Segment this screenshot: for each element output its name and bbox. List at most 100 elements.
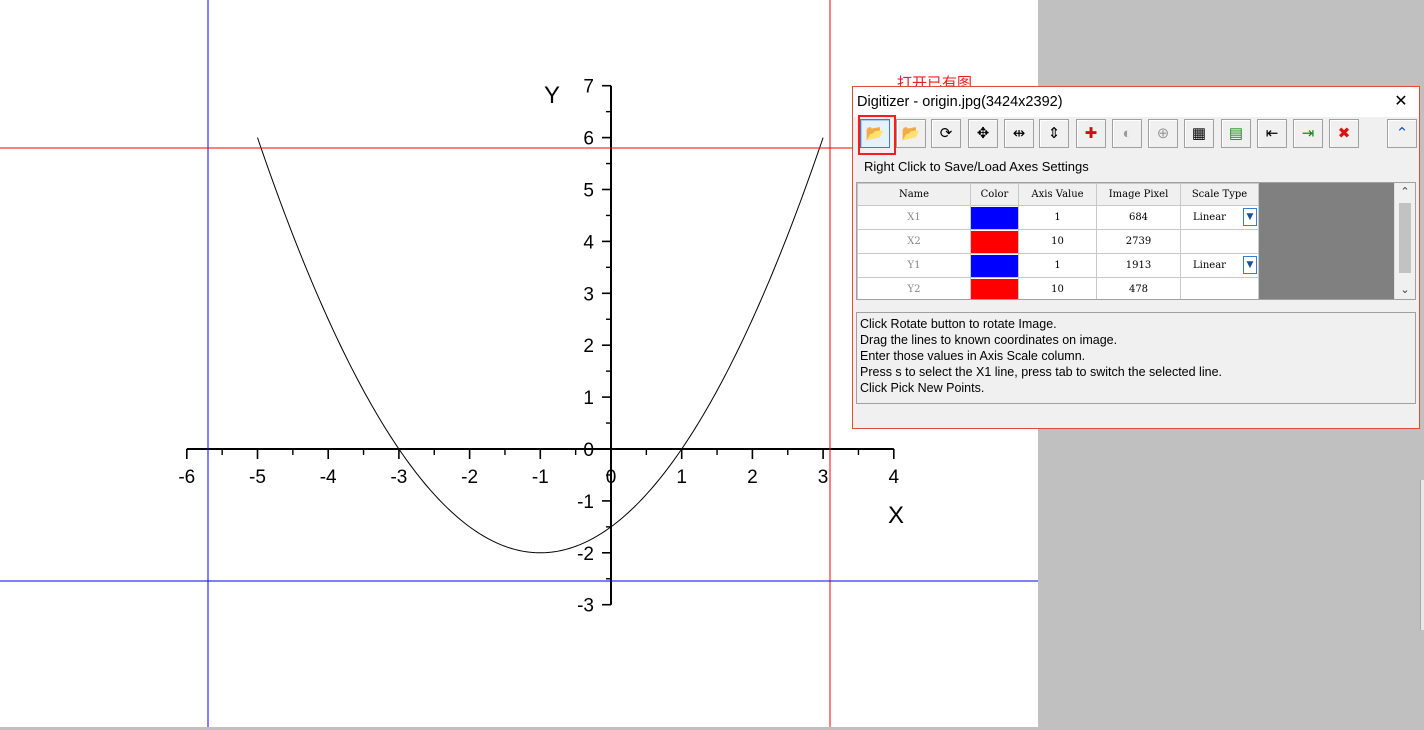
color-swatch[interactable]: [971, 254, 1018, 277]
table-header-row: Name Color Axis Value Image Pixel Scale …: [857, 183, 1259, 206]
digitizer-dialog: Digitizer - origin.jpg(3424x2392) ✕ 📂 📂 ⟳ ✥…: [852, 86, 1420, 429]
scale-type-value: Linear: [1193, 260, 1226, 271]
image-pixel-cell[interactable]: 2739: [1096, 229, 1181, 254]
y-tick-label: 0: [583, 440, 594, 461]
x-axis-icon: ⇹: [1012, 125, 1026, 142]
worksheet-button[interactable]: ▤: [1221, 119, 1251, 148]
row-color-cell[interactable]: [970, 253, 1019, 278]
y-axis-button[interactable]: ⇕: [1039, 119, 1069, 148]
export-left-icon: ⇤: [1265, 125, 1279, 142]
axis-value-cell[interactable]: 10: [1018, 277, 1097, 299]
y-tick-label: -1: [577, 492, 594, 513]
x-tick-label: -3: [390, 467, 407, 488]
import-peak-button[interactable]: ⇥: [1293, 119, 1323, 148]
axis-value-cell[interactable]: 10: [1018, 229, 1097, 254]
x-axis-button[interactable]: ⇹: [1004, 119, 1034, 148]
rotate-button[interactable]: ⟳: [931, 119, 961, 148]
color-swatch[interactable]: [971, 230, 1018, 253]
chevron-down-icon[interactable]: ▼: [1243, 256, 1257, 274]
instruction-line: Click Rotate button to rotate Image.: [860, 317, 1057, 331]
disabled-tool-2-icon: ⊕: [1156, 125, 1170, 142]
plot-curve: [257, 137, 824, 554]
x-tick-label: -4: [320, 467, 337, 488]
data-display-button[interactable]: ▦: [1184, 119, 1214, 148]
row-color-cell[interactable]: [970, 229, 1019, 254]
delete-button[interactable]: ✖: [1329, 119, 1359, 148]
instructions-panel: Click Rotate button to rotate Image. Dra…: [856, 312, 1416, 404]
x-tick-label: 0: [606, 467, 617, 488]
pick-points-button[interactable]: ✚: [1076, 119, 1106, 148]
x-tick-label: -2: [461, 467, 478, 488]
move-axes-icon: ✥: [976, 125, 990, 142]
image-pixel-cell[interactable]: 478: [1096, 277, 1181, 299]
rotate-icon: ⟳: [939, 125, 953, 142]
scale-type-value: Linear: [1193, 212, 1226, 223]
axis-value-cell[interactable]: 1: [1018, 205, 1097, 230]
data-display-icon: ▦: [1191, 125, 1207, 142]
row-color-cell[interactable]: [970, 205, 1019, 230]
x-tick-label: 4: [889, 467, 900, 488]
disabled-tool-button-1[interactable]: ◐: [1112, 119, 1142, 148]
row-name-cell: X1: [857, 205, 971, 230]
axes-grid: Name Color Axis Value Image Pixel Scale …: [856, 182, 1416, 300]
instruction-line: Drag the lines to known coordinates on i…: [860, 333, 1118, 347]
close-icon[interactable]: ✕: [1394, 93, 1408, 110]
scale-type-cell: [1180, 229, 1259, 254]
image-pixel-cell[interactable]: 1913: [1096, 253, 1181, 278]
scroll-down-icon[interactable]: ⌄: [1400, 284, 1410, 296]
instruction-line: Click Pick New Points.: [860, 381, 985, 395]
open-folder-button[interactable]: 📂: [896, 119, 926, 148]
dialog-title: Digitizer - origin.jpg(3424x2392): [857, 94, 1063, 110]
x-tick-label: 1: [676, 467, 687, 488]
axes-settings-hint: Right Click to Save/Load Axes Settings: [864, 159, 1089, 174]
y-tick-label: -3: [577, 596, 594, 617]
scroll-thumb[interactable]: [1399, 203, 1411, 273]
table-row[interactable]: X1 1 684 Linear ▼: [857, 205, 1259, 230]
parabola-curve: [257, 137, 824, 554]
header-image-pixel: Image Pixel: [1096, 183, 1181, 206]
collapse-button[interactable]: ⌃: [1387, 119, 1417, 148]
scale-type-cell: [1180, 277, 1259, 299]
disabled-tool-button-2[interactable]: ⊕: [1148, 119, 1178, 148]
plot-axes: -6 -5 -4 -3 -2 -1 0 1 2 3 4 -3 -2 -1 0 1 2 3 4 5 6 7 X Y: [178, 77, 904, 617]
y-axis-icon: ⇕: [1047, 125, 1061, 142]
table-row[interactable]: Y2 10 478: [857, 277, 1259, 299]
row-name-cell: Y2: [857, 277, 971, 299]
y-tick-label: 2: [583, 336, 594, 357]
table-row[interactable]: Y1 1 1913 Linear ▼: [857, 253, 1259, 278]
y-tick-label: 5: [583, 181, 594, 202]
header-axis-value: Axis Value: [1018, 183, 1097, 206]
scale-type-select[interactable]: Linear ▼: [1180, 205, 1259, 230]
header-scale-type: Scale Type: [1180, 183, 1259, 206]
right-edge-scrollbar[interactable]: [1420, 480, 1424, 630]
chevron-down-icon[interactable]: ▼: [1243, 208, 1257, 226]
table-row[interactable]: X2 10 2739: [857, 229, 1259, 254]
header-name: Name: [857, 183, 971, 206]
color-swatch[interactable]: [971, 206, 1018, 229]
y-tick-label: -2: [577, 544, 594, 565]
x-tick-label: -1: [532, 467, 549, 488]
image-pixel-cell[interactable]: 684: [1096, 205, 1181, 230]
move-axes-button[interactable]: ✥: [968, 119, 998, 148]
y-tick-label: 3: [583, 284, 594, 305]
open-image-button[interactable]: 📂: [860, 119, 890, 148]
instruction-line: Press s to select the X1 line, press tab…: [860, 365, 1222, 379]
table-scrollbar[interactable]: ⌃ ⌄: [1394, 183, 1415, 299]
color-swatch[interactable]: [971, 278, 1018, 299]
dialog-titlebar[interactable]: Digitizer - origin.jpg(3424x2392) ✕: [853, 87, 1419, 117]
row-name-cell: X2: [857, 229, 971, 254]
x-tick-label: 3: [818, 467, 829, 488]
row-color-cell[interactable]: [970, 277, 1019, 299]
open-folder-icon: 📂: [901, 125, 921, 142]
scroll-up-icon[interactable]: ⌃: [1400, 186, 1410, 198]
y-tick-label: 6: [583, 129, 594, 150]
worksheet-icon: ▤: [1228, 125, 1244, 142]
delete-icon: ✖: [1337, 125, 1351, 142]
x-tick-label: -6: [178, 467, 195, 488]
y-tick-label: 4: [583, 232, 594, 253]
axis-value-cell[interactable]: 1: [1018, 253, 1097, 278]
export-left-button[interactable]: ⇤: [1257, 119, 1287, 148]
disabled-tool-1-icon: ◐: [1122, 125, 1132, 142]
scale-type-select[interactable]: Linear ▼: [1180, 253, 1259, 278]
header-color: Color: [970, 183, 1019, 206]
